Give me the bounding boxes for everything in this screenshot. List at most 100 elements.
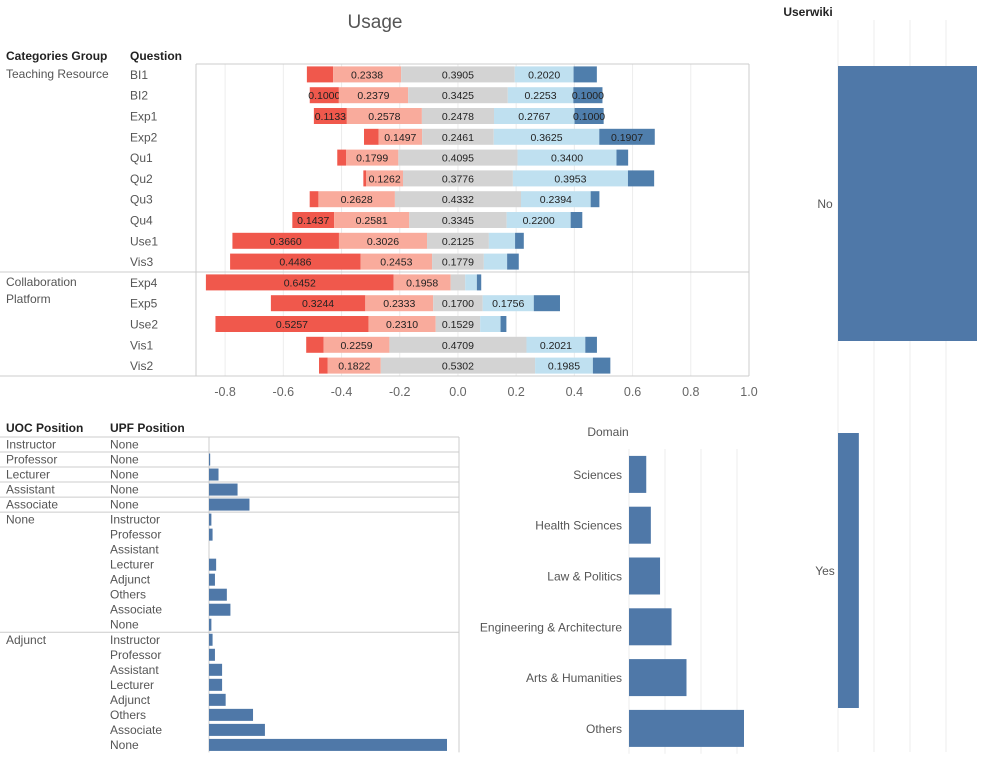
position-bar-none-none [209, 618, 212, 631]
usage-bar-bi2-positive [507, 87, 574, 104]
usage-question-label-use2: Use2 [130, 318, 158, 332]
position-bar-adjunct-associate [209, 723, 265, 736]
usage-data-label: 0.1262 [369, 173, 401, 185]
usage-group-labels: Teaching Resource Collaboration Platform [6, 67, 109, 306]
usage-data-label: 0.2379 [357, 90, 389, 102]
usage-bar-vis2-negative [327, 357, 381, 374]
position-bar-professor-none [209, 453, 211, 466]
usage-bar-bi2-negative [338, 87, 409, 104]
usage-bar-qu1-negative [345, 149, 399, 166]
usage-data-label: 0.2333 [383, 298, 415, 310]
usage-x-tick: -0.4 [331, 385, 353, 399]
usage-question-label-vis1: Vis1 [130, 338, 153, 352]
usage-bar-exp1-negative [346, 108, 422, 124]
usage-bar-use1-negative [338, 232, 428, 249]
usage-data-label: 0.1985 [548, 361, 580, 373]
usage-question-label-qu4: Qu4 [130, 214, 153, 228]
usage-bar-exp2-strong-negative [364, 128, 379, 145]
domain-bar-others [629, 709, 744, 747]
userwiki-category-labels: No Yes [815, 197, 835, 578]
usage-bar-exp4-positive [465, 274, 477, 291]
usage-data-label: 0.1000 [308, 90, 340, 102]
upf-label-instructor: Instructor [110, 633, 160, 647]
usage-data-label: 0.3425 [442, 90, 474, 102]
usage-bar-vis2-strong-positive [592, 357, 611, 374]
domain-category-sciences: Sciences [573, 468, 622, 482]
domain-bar-arts-humanities [629, 659, 687, 697]
usage-bar-bi1-negative [333, 66, 402, 83]
userwiki-category-no: No [817, 197, 833, 211]
usage-data-label: 0.2767 [518, 111, 550, 123]
domain-gridlines [628, 449, 738, 754]
position-bar-none-instructor [209, 513, 212, 526]
position-bar-adjunct-lecturer [209, 678, 223, 691]
usage-question-label-use1: Use1 [130, 234, 158, 248]
usage-question-label-vis2: Vis2 [130, 359, 153, 373]
usage-data-label: 0.2338 [351, 69, 383, 81]
upf-label-adjunct: Adjunct [110, 693, 151, 707]
usage-x-tick: -0.2 [389, 385, 411, 399]
usage-group-label: Collaboration [6, 275, 77, 289]
usage-bar-qu2-neutral [402, 170, 513, 187]
usage-bar-vis3-strong-negative [230, 253, 361, 270]
domain-category-labels: Sciences Health Sciences Law & Politics Eng… [480, 468, 622, 736]
usage-frame [0, 63, 750, 377]
usage-data-label: 0.2310 [386, 319, 418, 331]
usage-data-label: 0.2253 [525, 90, 557, 102]
usage-bar-qu3-positive [520, 191, 591, 208]
position-bar-none-adjunct [209, 573, 215, 586]
userwiki-category-yes: Yes [815, 564, 835, 578]
usage-question-label-exp4: Exp4 [130, 276, 158, 290]
usage-bar-qu4-neutral [409, 212, 507, 228]
userwiki-chart: Userwiki No Yes [783, 5, 977, 752]
usage-data-label: 0.2125 [442, 236, 474, 248]
position-bar-adjunct-professor [209, 648, 215, 661]
position-bar-assistant-none [209, 483, 238, 496]
uoc-label-associate: Associate [6, 498, 58, 512]
usage-title: Usage [348, 12, 403, 33]
userwiki-title: Userwiki [783, 5, 832, 19]
usage-data-label: 0.1779 [442, 257, 474, 269]
usage-data-label: 0.5257 [276, 319, 308, 331]
usage-data-label: 0.1700 [442, 298, 474, 310]
position-bar-adjunct-instructor [209, 633, 213, 646]
usage-data-label: 0.1958 [406, 277, 438, 289]
usage-data-label: 0.1529 [442, 319, 474, 331]
usage-data-label: 0.4486 [279, 257, 311, 269]
position-bar-none-lecturer [209, 558, 217, 571]
usage-question-label-bi2: BI2 [130, 89, 148, 103]
position-bar-adjunct-others [209, 708, 254, 721]
uoc-position-header: UOC Position [6, 421, 83, 435]
position-bar-none-professor [209, 528, 213, 541]
usage-x-tick: 0.4 [566, 385, 583, 399]
usage-bar-qu1-neutral [398, 149, 518, 166]
uoc-label-none: None [6, 513, 35, 527]
usage-bars: 0.2338 0.3905 0.2020 0.1000 0.2379 0.3425 0.22… [205, 66, 655, 374]
usage-bar-vis3-negative [360, 253, 433, 270]
usage-question-label-vis3: Vis3 [130, 255, 153, 269]
usage-bar-use2-strong-positive [500, 316, 507, 332]
usage-bar-qu1-strong-negative [337, 149, 346, 166]
usage-data-label: 0.2394 [540, 194, 572, 206]
usage-bar-bi2-strong-positive [573, 87, 603, 104]
usage-data-label: 0.1756 [492, 298, 524, 310]
usage-bar-qu4-strong-negative [292, 212, 335, 228]
usage-x-tick: -0.6 [273, 385, 295, 399]
userwiki-bars [838, 66, 977, 708]
usage-data-label: 0.2461 [442, 132, 474, 144]
usage-group-label: Platform [6, 292, 51, 306]
usage-bar-qu4-positive [506, 212, 571, 228]
usage-data-label: 0.4709 [442, 340, 474, 352]
usage-data-label: 0.4095 [442, 153, 474, 165]
question-header: Question [130, 49, 182, 63]
usage-bar-exp2-positive [493, 128, 600, 145]
usage-data-label: 0.5302 [442, 361, 474, 373]
usage-data-label: 0.3244 [302, 298, 334, 310]
usage-data-label: 0.1822 [338, 361, 370, 373]
usage-bar-use1-neutral [427, 232, 489, 249]
usage-bar-exp1-neutral [421, 108, 495, 124]
upf-label-others: Others [110, 708, 146, 722]
upf-label-none: None [110, 468, 139, 482]
usage-bar-exp4-strong-negative [205, 274, 394, 291]
